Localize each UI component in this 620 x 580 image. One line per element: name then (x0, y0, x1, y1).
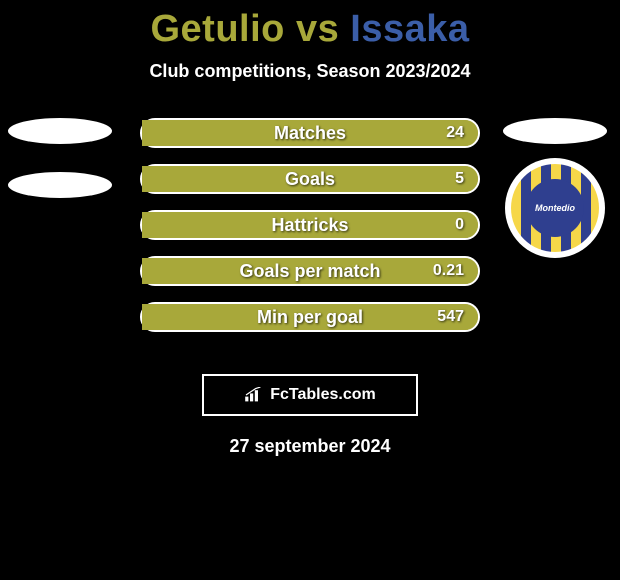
left-ellipse (8, 172, 112, 198)
bar-chart-icon (244, 387, 264, 403)
stat-label: Goals (285, 169, 335, 190)
right-ellipse (503, 118, 607, 144)
stats-comparison: Montedio Matches 24 Goals 5 Hattricks 0 Goals … (0, 118, 620, 358)
stat-row: Hattricks 0 (140, 210, 480, 240)
club-badge-label: Montedio (535, 204, 575, 213)
stat-label: Matches (274, 123, 346, 144)
stat-row: Goals 5 (140, 164, 480, 194)
stat-row: Matches 24 (140, 118, 480, 148)
stat-bars: Matches 24 Goals 5 Hattricks 0 Goals per match… (140, 118, 480, 348)
stat-value-right: 547 (437, 308, 464, 326)
attribution-text: FcTables.com (270, 386, 376, 404)
page-title: Getulio vs Issaka (0, 0, 620, 51)
subtitle: Club competitions, Season 2023/2024 (0, 61, 620, 82)
stat-row: Min per goal 547 (140, 302, 480, 332)
club-badge: Montedio (505, 158, 605, 258)
stat-value-right: 24 (446, 124, 464, 142)
vs-separator: vs (296, 8, 339, 50)
left-player-marks (8, 118, 118, 226)
player-left-name: Getulio (150, 8, 284, 50)
attribution-box: FcTables.com (202, 374, 418, 416)
stat-label: Goals per match (239, 261, 380, 282)
date-footer: 27 september 2024 (0, 436, 620, 457)
stat-label: Min per goal (257, 307, 363, 328)
stat-value-right: 0 (455, 216, 464, 234)
stat-value-right: 5 (455, 170, 464, 188)
stat-label: Hattricks (271, 215, 348, 236)
left-ellipse (8, 118, 112, 144)
player-right-name: Issaka (350, 8, 469, 50)
right-player-marks: Montedio (500, 118, 610, 258)
stat-row: Goals per match 0.21 (140, 256, 480, 286)
club-badge-center: Montedio (526, 179, 584, 237)
stat-value-right: 0.21 (433, 262, 464, 280)
